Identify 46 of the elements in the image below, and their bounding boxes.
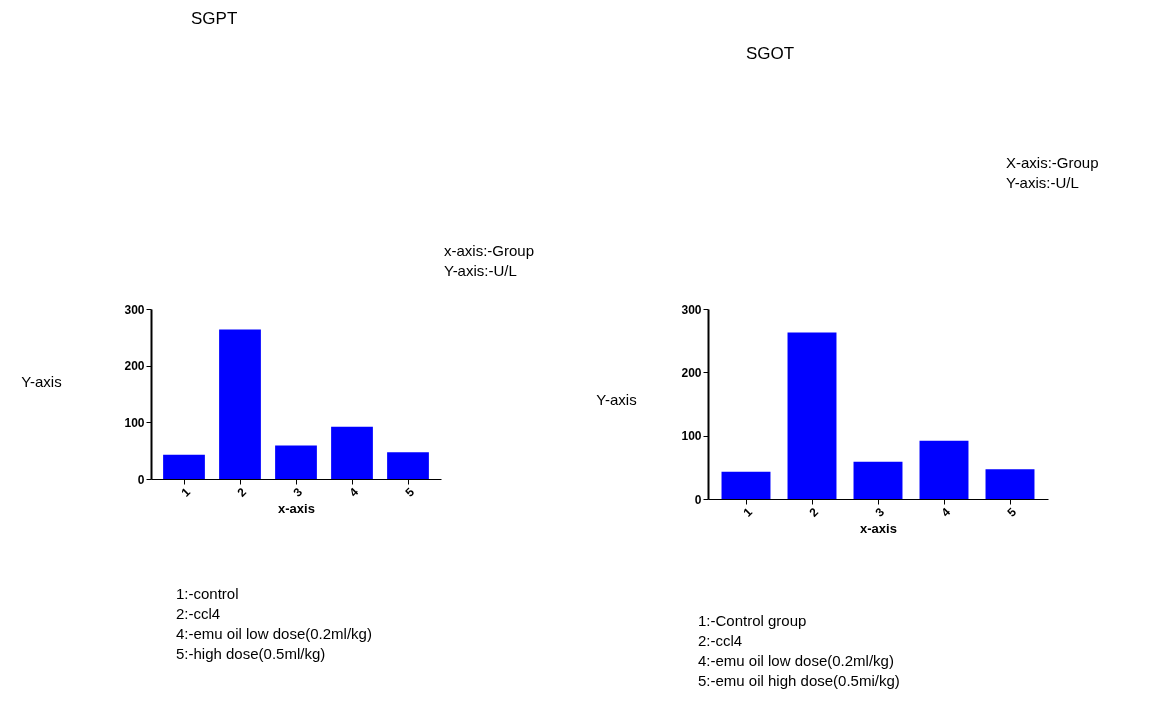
text: X-axis:-Group [1006,154,1099,171]
text: 5:-emu oil high dose(0.5mi/kg) [698,672,900,689]
x-tick-label: 3 [872,504,888,520]
y-tick-label: 0 [137,472,145,487]
bar [387,452,429,479]
bar [275,445,317,479]
y-tick-label: 0 [694,492,702,507]
text: 2:-ccl4 [176,605,221,622]
x-axis-title: x-axis [278,501,315,516]
y-tick-label: 300 [681,302,702,317]
y-tick-label: 100 [681,429,702,444]
bar [219,329,261,479]
bar [163,454,205,479]
chart-title: SGPT [191,9,238,28]
y-tick-label: 200 [124,359,145,374]
x-tick-label: 5 [402,484,418,500]
bar [787,332,837,499]
text: 5:-high dose(0.5ml/kg) [176,645,326,662]
x-tick-label: 2 [806,504,822,520]
x-tick-label: 3 [290,484,306,500]
text: Y-axis:-U/L [1006,174,1079,191]
y-tick-label: 100 [124,415,145,430]
text: 2:-ccl4 [698,632,743,649]
x-tick-label: 5 [1004,504,1020,520]
y-axis-title: Y-axis [21,372,62,390]
y-tick-label: 300 [124,302,145,317]
bar [721,471,771,499]
x-tick-label: 1 [178,484,194,500]
y-tick-label: 200 [681,365,702,380]
text: 4:-emu oil low dose(0.2ml/kg) [698,652,894,669]
x-tick-label: 4 [938,504,954,520]
text: 1:-Control group [698,612,807,629]
text: Y-axis:-U/L [444,262,517,279]
y-axis-title: Y-axis [596,390,637,408]
bar [853,461,903,499]
x-axis-title: x-axis [860,521,897,536]
bar [331,426,373,479]
bar [985,469,1035,499]
text: 1:-control [176,585,239,602]
x-tick-label: 4 [346,484,362,500]
chart-title: SGOT [746,44,795,63]
bar [919,440,969,499]
x-tick-label: 2 [234,484,250,500]
text: x-axis:-Group [444,242,535,259]
text: 4:-emu oil low dose(0.2ml/kg) [176,625,372,642]
x-tick-label: 1 [740,504,756,520]
